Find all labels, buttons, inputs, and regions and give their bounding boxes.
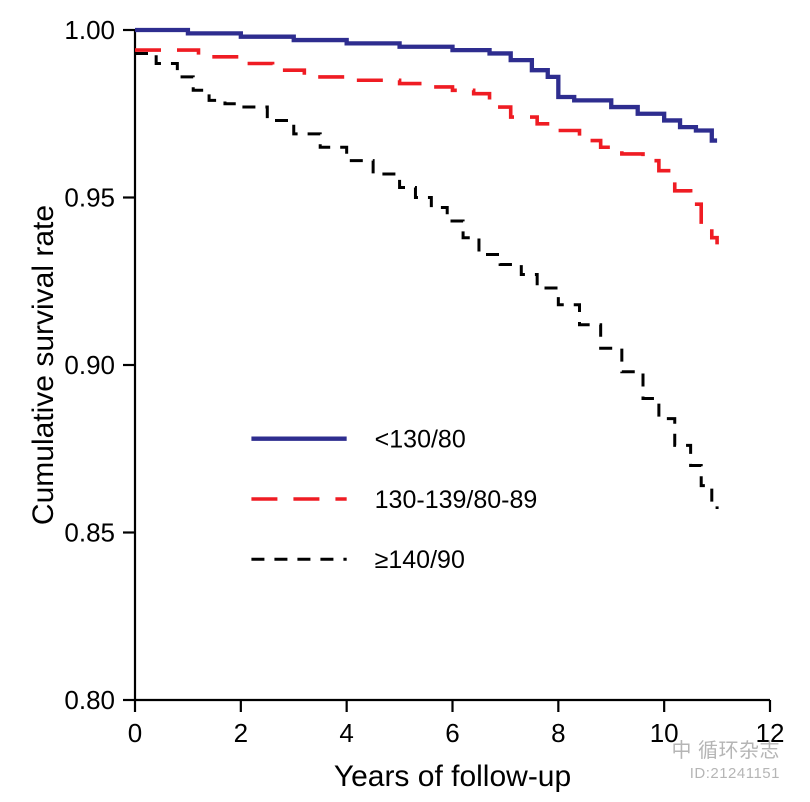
x-tick-label: 4 [339,718,353,748]
x-tick-label: 8 [551,718,565,748]
y-tick-label: 0.90 [64,350,115,380]
legend-label-lt130: <130/80 [375,425,466,453]
y-tick-label: 0.95 [64,183,115,213]
legend-label-ge140: ≥140/90 [375,546,465,574]
x-axis-label: Years of follow-up [334,760,571,793]
series-130to139 [135,50,717,244]
axes [135,30,770,700]
x-tick-label: 12 [756,718,785,748]
legend-label-130to139: 130-139/80-89 [375,486,538,514]
x-tick-label: 10 [650,718,679,748]
series-lt130 [135,30,717,141]
x-tick-label: 6 [445,718,459,748]
y-tick-label: 0.80 [64,685,115,715]
x-tick-label: 2 [234,718,248,748]
y-axis-label: Cumulative survival rate [27,205,60,525]
y-tick-label: 1.00 [64,15,115,45]
survival-chart: 0 2 4 6 8 10 12 0.80 0.85 0.90 0.95 1.00 Years of fo… [0,0,810,802]
y-tick-label: 0.85 [64,518,115,548]
x-tick-label: 0 [128,718,142,748]
